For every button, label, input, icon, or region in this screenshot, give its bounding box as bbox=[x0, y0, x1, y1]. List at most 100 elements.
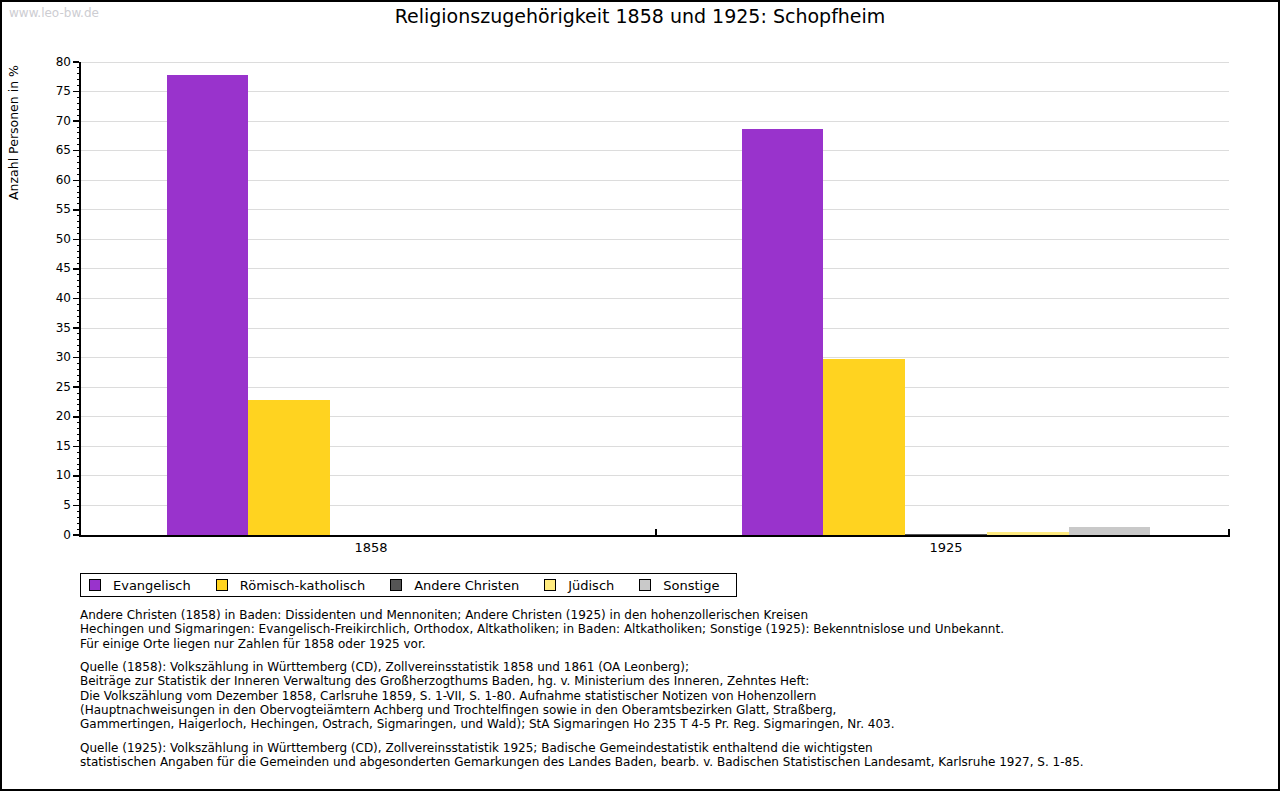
y-tick-label: 75 bbox=[39, 85, 71, 98]
footnote-line: (Hauptnachweisungen in den Obervogteiämt… bbox=[80, 703, 1084, 717]
legend-color-chip bbox=[216, 579, 228, 591]
y-minor-tick bbox=[77, 215, 81, 216]
y-minor-tick bbox=[77, 434, 81, 435]
legend: EvangelischRömisch-katholischAndere Chri… bbox=[80, 573, 737, 597]
legend-color-chip bbox=[544, 579, 556, 591]
gridline bbox=[80, 150, 1229, 151]
legend-label: Jüdisch bbox=[568, 578, 614, 593]
y-minor-tick bbox=[77, 322, 81, 323]
y-minor-tick bbox=[77, 67, 81, 68]
y-major-tick bbox=[73, 150, 79, 152]
legend-item: Sonstige bbox=[639, 578, 719, 593]
y-tick-label: 80 bbox=[39, 56, 71, 69]
y-tick-label: 25 bbox=[39, 381, 71, 394]
y-minor-tick bbox=[77, 381, 81, 382]
gridline bbox=[80, 62, 1229, 63]
y-minor-tick bbox=[77, 440, 81, 441]
y-minor-tick bbox=[77, 138, 81, 139]
y-minor-tick bbox=[77, 339, 81, 340]
y-minor-tick bbox=[77, 304, 81, 305]
y-tick-label: 20 bbox=[39, 410, 71, 423]
y-minor-tick bbox=[77, 458, 81, 459]
footnote-line: Quelle (1925): Volkszählung in Württembe… bbox=[80, 741, 1084, 755]
footnote-line: Die Volkszählung vom Dezember 1858, Carl… bbox=[80, 689, 1084, 703]
y-tick-label: 5 bbox=[39, 499, 71, 512]
gridline bbox=[80, 387, 1229, 388]
y-minor-tick bbox=[77, 351, 81, 352]
y-major-tick bbox=[73, 357, 79, 359]
bar bbox=[167, 75, 249, 535]
y-minor-tick bbox=[77, 404, 81, 405]
y-minor-tick bbox=[77, 97, 81, 98]
gridline bbox=[80, 239, 1229, 240]
y-minor-tick bbox=[77, 109, 81, 110]
bar bbox=[742, 129, 824, 535]
x-boundary-tick bbox=[655, 529, 657, 536]
legend-color-chip bbox=[639, 579, 651, 591]
bar bbox=[1069, 527, 1151, 535]
y-axis-label: Anzahl Personen in % bbox=[6, 63, 21, 203]
legend-item: Andere Christen bbox=[390, 578, 519, 593]
y-minor-tick bbox=[77, 310, 81, 311]
legend-color-chip bbox=[390, 579, 402, 591]
y-minor-tick bbox=[77, 487, 81, 488]
bar bbox=[248, 400, 330, 535]
y-minor-tick bbox=[77, 115, 81, 116]
y-minor-tick bbox=[77, 221, 81, 222]
footnotes: Andere Christen (1858) in Baden: Disside… bbox=[80, 608, 1084, 778]
legend-label: Sonstige bbox=[663, 578, 719, 593]
y-major-tick bbox=[73, 446, 79, 448]
y-tick-label: 10 bbox=[39, 469, 71, 482]
footnote-paragraph: Quelle (1925): Volkszählung in Württembe… bbox=[80, 741, 1084, 770]
y-minor-tick bbox=[77, 511, 81, 512]
y-tick-label: 45 bbox=[39, 262, 71, 275]
y-major-tick bbox=[73, 239, 79, 241]
y-minor-tick bbox=[77, 227, 81, 228]
y-tick-label: 65 bbox=[39, 144, 71, 157]
gridline bbox=[80, 121, 1229, 122]
y-minor-tick bbox=[77, 174, 81, 175]
y-minor-tick bbox=[77, 263, 81, 264]
y-minor-tick bbox=[77, 316, 81, 317]
y-minor-tick bbox=[77, 292, 81, 293]
y-minor-tick bbox=[77, 345, 81, 346]
y-tick-label: 40 bbox=[39, 292, 71, 305]
y-tick-label: 0 bbox=[39, 529, 71, 542]
y-major-tick bbox=[73, 61, 79, 63]
y-major-tick bbox=[73, 534, 79, 536]
y-minor-tick bbox=[77, 85, 81, 86]
y-tick-label: 55 bbox=[39, 203, 71, 216]
y-minor-tick bbox=[77, 203, 81, 204]
footnote-line: Quelle (1858): Volkszählung in Württembe… bbox=[80, 660, 1084, 674]
x-axis-line bbox=[79, 535, 1230, 537]
y-minor-tick bbox=[77, 79, 81, 80]
y-minor-tick bbox=[77, 399, 81, 400]
y-tick-label: 50 bbox=[39, 233, 71, 246]
y-minor-tick bbox=[77, 393, 81, 394]
y-tick-label: 70 bbox=[39, 115, 71, 128]
gridline bbox=[80, 328, 1229, 329]
y-minor-tick bbox=[77, 156, 81, 157]
y-major-tick bbox=[73, 209, 79, 211]
x-boundary-tick bbox=[1228, 529, 1230, 536]
footnote-line: Beiträge zur Statistik der Inneren Verwa… bbox=[80, 674, 1084, 688]
legend-label: Evangelisch bbox=[113, 578, 191, 593]
footnote-line: Andere Christen (1858) in Baden: Disside… bbox=[80, 608, 1084, 622]
y-minor-tick bbox=[77, 192, 81, 193]
y-minor-tick bbox=[77, 186, 81, 187]
y-major-tick bbox=[73, 298, 79, 300]
y-minor-tick bbox=[77, 333, 81, 334]
y-minor-tick bbox=[77, 375, 81, 376]
gridline bbox=[80, 91, 1229, 92]
y-minor-tick bbox=[77, 469, 81, 470]
y-minor-tick bbox=[77, 251, 81, 252]
y-minor-tick bbox=[77, 286, 81, 287]
y-tick-label: 15 bbox=[39, 440, 71, 453]
y-minor-tick bbox=[77, 233, 81, 234]
footnote-line: Gammertingen, Haigerloch, Hechingen, Ost… bbox=[80, 717, 1084, 731]
y-minor-tick bbox=[77, 274, 81, 275]
y-minor-tick bbox=[77, 410, 81, 411]
legend-item: Jüdisch bbox=[544, 578, 614, 593]
x-tick-label: 1858 bbox=[331, 540, 411, 555]
footnote-line: Für einige Orte liegen nur Zahlen für 18… bbox=[80, 637, 1084, 651]
